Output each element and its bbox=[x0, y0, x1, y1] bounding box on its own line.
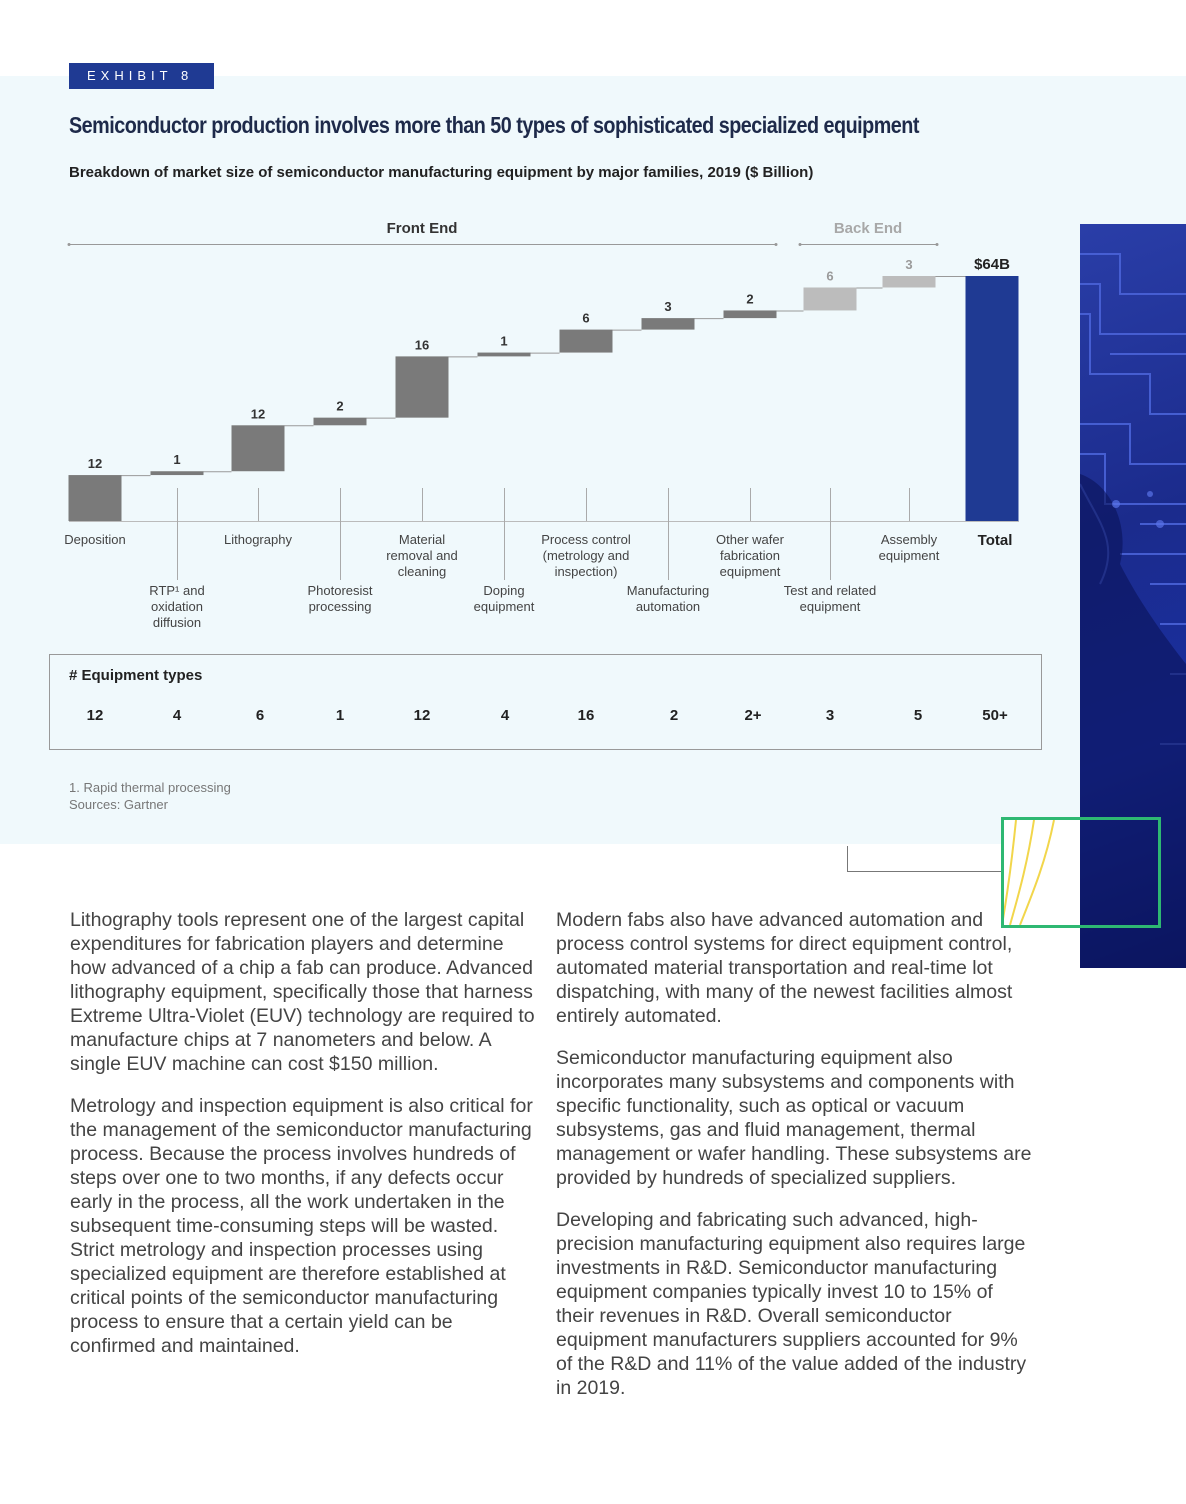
equipment-type-count: 3 bbox=[825, 707, 835, 724]
highlight-frame bbox=[1001, 817, 1161, 928]
bar-4 bbox=[395, 356, 449, 418]
back-end-label: Back End bbox=[834, 220, 902, 237]
total-bar bbox=[965, 276, 1019, 521]
equipment-type-count: 4 bbox=[500, 707, 510, 724]
bar-8 bbox=[723, 310, 777, 319]
bracket-end bbox=[67, 243, 71, 246]
category-label: Other wafer fabrication equipment bbox=[716, 532, 785, 579]
bar-value-label: 6 bbox=[582, 311, 589, 326]
bar-value-label: 1 bbox=[173, 452, 180, 467]
equipment-type-count: 5 bbox=[913, 707, 923, 724]
category-label: Doping equipment bbox=[474, 583, 535, 614]
bar-value-label: 2 bbox=[336, 399, 343, 414]
equipment-type-count: 2 bbox=[669, 707, 679, 724]
body-paragraph: Lithography tools represent one of the l… bbox=[70, 909, 535, 1075]
body-paragraph: Semiconductor manufacturing equipment al… bbox=[556, 1047, 1032, 1189]
equipment-type-count: 1 bbox=[335, 707, 345, 724]
bar-0 bbox=[68, 475, 122, 521]
bracket-end bbox=[935, 243, 939, 246]
equipment-type-count: 2+ bbox=[744, 707, 762, 724]
connector-line bbox=[847, 846, 1001, 872]
total-value-label: $64B bbox=[974, 256, 1010, 273]
body-paragraph: Metrology and inspection equipment is al… bbox=[70, 1095, 533, 1357]
equipment-type-count: 16 bbox=[577, 707, 595, 724]
bar-value-label: 3 bbox=[664, 299, 671, 314]
light-tile bbox=[1004, 820, 1080, 925]
bar-3 bbox=[313, 417, 367, 426]
bar-2 bbox=[231, 425, 285, 472]
body-paragraph: Developing and fabricating such advanced… bbox=[556, 1209, 1027, 1399]
category-label: Material removal and cleaning bbox=[386, 532, 458, 579]
category-label: RTP¹ and oxidation diffusion bbox=[149, 583, 204, 630]
category-label: Test and related equipment bbox=[784, 583, 877, 614]
equipment-type-count: 50+ bbox=[982, 707, 1008, 724]
equipment-type-count: 4 bbox=[172, 707, 182, 724]
bar-9 bbox=[803, 287, 857, 311]
bar-value-label: 1 bbox=[500, 334, 507, 349]
footnote: 1. Rapid thermal processing bbox=[69, 780, 231, 795]
bar-7 bbox=[641, 318, 695, 330]
exhibit-tag: EXHIBIT 8 bbox=[69, 63, 214, 89]
equipment-type-count: 12 bbox=[413, 707, 431, 724]
body-paragraph: Modern fabs also have advanced automatio… bbox=[556, 909, 1013, 1027]
total-category-label: Total bbox=[978, 532, 1013, 549]
bar-value-label: 16 bbox=[415, 337, 429, 352]
chart-subtitle: Breakdown of market size of semiconducto… bbox=[69, 164, 814, 181]
bar-1 bbox=[150, 471, 204, 476]
bar-10 bbox=[882, 276, 936, 288]
bracket-end bbox=[774, 243, 778, 246]
body-column-left: Lithography tools represent one of the l… bbox=[70, 908, 540, 1376]
bar-6 bbox=[559, 329, 613, 353]
category-label: Deposition bbox=[64, 532, 125, 547]
chart-headline: Semiconductor production involves more t… bbox=[69, 112, 919, 138]
front-end-label: Front End bbox=[387, 220, 458, 237]
bracket-end bbox=[798, 243, 802, 246]
category-label: Photoresist processing bbox=[307, 583, 372, 614]
bar-value-label: 12 bbox=[88, 456, 102, 471]
bar-value-label: 2 bbox=[746, 291, 753, 306]
bar-value-label: 6 bbox=[826, 268, 833, 283]
category-label: Manufacturing automation bbox=[627, 583, 709, 614]
bar-5 bbox=[477, 352, 531, 357]
equipment-types-title: # Equipment types bbox=[69, 667, 203, 684]
body-column-right: Modern fabs also have advanced automatio… bbox=[556, 908, 1036, 1418]
category-label: Lithography bbox=[224, 532, 292, 547]
equipment-type-count: 12 bbox=[86, 707, 104, 724]
category-label: Assembly equipment bbox=[879, 532, 940, 563]
equipment-types-box bbox=[49, 654, 1042, 750]
category-label: Process control (metrology and inspection) bbox=[541, 532, 631, 579]
sources-note: Sources: Gartner bbox=[69, 797, 168, 812]
bar-value-label: 12 bbox=[251, 406, 265, 421]
bar-value-label: 3 bbox=[905, 257, 912, 272]
equipment-type-count: 6 bbox=[255, 707, 265, 724]
